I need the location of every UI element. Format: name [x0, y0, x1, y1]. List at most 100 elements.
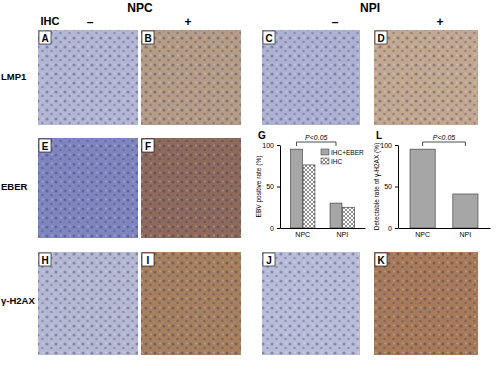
bar — [453, 194, 478, 228]
tick-label: 100 — [380, 142, 392, 149]
ihc-label: IHC — [41, 15, 60, 27]
tick-label: NPC — [415, 231, 430, 238]
panel-letter: L — [376, 130, 382, 141]
panel-letter-box — [39, 139, 51, 152]
tick: 0 — [270, 225, 280, 232]
micrograph-image — [38, 252, 138, 355]
tick-mark — [277, 187, 280, 188]
legend-label: IHC — [331, 158, 343, 165]
micrograph-texture — [38, 138, 138, 238]
micrograph-image — [38, 30, 138, 125]
annotation: P<0.05 — [433, 134, 455, 141]
micrograph-texture — [141, 252, 241, 355]
legend: IHC+EBERIHC — [321, 149, 364, 165]
micrograph-texture — [38, 252, 138, 355]
panel-letter: F — [145, 141, 151, 152]
bar — [343, 207, 355, 228]
tick: NPC — [295, 228, 310, 238]
micrograph: K — [374, 252, 478, 355]
micrograph-texture — [141, 138, 241, 238]
bar — [303, 165, 315, 228]
y-axis-title: EBV positive rate (%) — [255, 156, 263, 218]
tick: NPI — [336, 228, 348, 238]
micrograph: J — [262, 252, 360, 355]
bar — [410, 149, 435, 228]
micrograph: I — [141, 252, 241, 355]
axis-line — [398, 146, 399, 229]
tick: 100 — [380, 142, 398, 149]
tick-mark — [395, 145, 398, 146]
micrograph: C — [262, 30, 360, 125]
panel-letter-box — [39, 31, 51, 44]
micrograph-texture — [38, 30, 138, 125]
tick: NPC — [415, 228, 430, 238]
tick-label: NPI — [336, 231, 348, 238]
panel-letter: G — [258, 130, 266, 141]
micrograph: B — [141, 30, 241, 125]
panel-letter-box — [263, 253, 275, 266]
x-axis: NPC NPI — [281, 228, 366, 238]
micrograph: F — [141, 138, 241, 238]
micrograph-image — [262, 30, 360, 125]
axis-line — [281, 228, 366, 229]
micrograph: H — [38, 252, 138, 355]
panel-letter-box — [142, 31, 154, 44]
micrograph-texture — [262, 30, 360, 125]
micrograph-image — [374, 252, 478, 355]
tick: 50 — [266, 183, 280, 190]
bars — [410, 149, 478, 228]
panel-letter-box — [375, 253, 387, 266]
panel-letter: J — [266, 255, 272, 266]
bar-chart: 0 50 100 NPC NPI EBV positive rate (%) G P<0.05… — [255, 130, 366, 238]
bar — [291, 149, 303, 228]
significance-bracket — [423, 142, 466, 146]
annotation: P<0.05 — [305, 134, 327, 141]
panel-letter: D — [377, 33, 384, 44]
micrograph-image — [141, 138, 241, 238]
panel-letter: E — [42, 141, 49, 152]
micrograph: E — [38, 138, 138, 238]
legend-swatch — [321, 149, 329, 155]
panel-letter-box — [142, 253, 154, 266]
positive-label: + — [184, 15, 191, 29]
negative-label: – — [87, 15, 94, 29]
tick-label: 0 — [270, 225, 274, 232]
positive-label: + — [436, 15, 443, 29]
panel-letter: B — [144, 33, 151, 44]
tick-label: 50 — [384, 183, 392, 190]
tick: 0 — [388, 225, 398, 232]
significance-bracket — [296, 142, 336, 146]
tick-label: NPI — [460, 231, 472, 238]
micrograph-image — [374, 30, 478, 125]
negative-label: – — [332, 15, 339, 29]
tick-mark — [395, 228, 398, 229]
bar-chart: 0 50 100 NPC NPI Detectable rate of γ-H2AX (%… — [373, 130, 491, 238]
tick-label: 0 — [388, 225, 392, 232]
group-label: NPI — [360, 1, 380, 15]
tick-mark — [277, 145, 280, 146]
x-axis: NPC NPI — [399, 228, 491, 238]
micrograph-texture — [374, 252, 478, 355]
bar — [330, 203, 342, 228]
panel-letter-box — [263, 31, 275, 44]
bars — [291, 149, 355, 228]
micrograph-image — [141, 30, 241, 125]
tick-label: 100 — [262, 142, 274, 149]
y-axis: 0 50 100 — [380, 142, 398, 232]
row-label: EBER — [1, 181, 28, 192]
micrograph-image — [38, 138, 138, 238]
tick: 100 — [262, 142, 280, 149]
axis-line — [280, 146, 281, 229]
figure: IHCNPC–+NPI–+LMP1EBERγ-H2AXABCDEFHIJK050… — [0, 0, 500, 370]
micrograph-image — [141, 252, 241, 355]
panel-letter-box — [142, 139, 154, 152]
group-label: NPC — [127, 1, 153, 15]
micrograph: D — [374, 30, 478, 125]
panel-letter: K — [377, 255, 385, 266]
tick-label: NPC — [295, 231, 310, 238]
tick-mark — [277, 228, 280, 229]
micrograph-texture — [374, 30, 478, 125]
tick: NPI — [460, 228, 472, 238]
micrograph-texture — [141, 30, 241, 125]
y-axis-title: Detectable rate of γ-H2AX (%) — [373, 143, 381, 230]
